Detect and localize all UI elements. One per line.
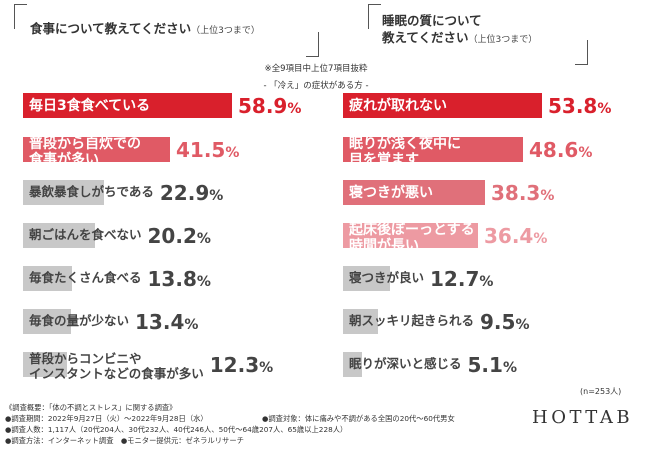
value-label-meals-5: 13.8%	[147, 267, 211, 291]
survey-period: ●調査期間：2022年9月27日（火）〜2022年9月28日（水）	[5, 414, 208, 423]
right-title-bracket-bottom	[575, 40, 588, 65]
value-label-meals-1: 58.9%	[238, 94, 302, 118]
chart-meals: 毎日3食食べている 58.9% 普段から自炊での 食事が多い 41.5% 暴飲暴食しがちで…	[0, 0, 325, 400]
bar-sleep-4	[343, 223, 478, 248]
right-question-line1: 睡眠の質について	[382, 13, 482, 28]
left-question-title: 食事について教えてください（上位3つまで）	[30, 20, 260, 40]
survey-overview: 《調査概要：「体の不調とストレス」に関する調査》	[5, 403, 177, 412]
sample-size: (n=253人)	[580, 387, 622, 396]
value-label-meals-6: 13.4%	[135, 310, 199, 334]
bar-sleep-6	[343, 309, 378, 334]
bar-meals-6	[23, 309, 71, 334]
chart-sleep: 疲れが取れない 53.8% 眠りが浅く夜中に 目を覚ます 48.6% 寝つきが悪い 38.3…	[343, 93, 612, 377]
value-label-meals-2: 41.5%	[176, 138, 240, 162]
bar-meals-2	[23, 137, 170, 162]
category-label-meals-1: 毎日3食食べている	[29, 98, 151, 114]
survey-method: ●調査方法：インターネット調査 ●モニター提供元：ゼネラルリサーチ	[5, 436, 244, 445]
bar-sleep-5	[343, 266, 390, 291]
bar-sleep-7	[343, 352, 362, 377]
category-label-meals-5: 毎食たくさん食べる	[29, 270, 142, 285]
value-label-sleep-6: 9.5%	[480, 310, 530, 334]
value-label-sleep-3: 38.3%	[491, 181, 555, 205]
survey-target: ●調査対象：体に痛みや不調がある全国の20代〜60代男女	[262, 414, 455, 423]
group-label: - 「冷え」の症状がある方 -	[263, 81, 369, 91]
value-label-meals-3: 22.9%	[159, 181, 224, 205]
category-label-sleep-1: 疲れが取れない	[349, 98, 447, 114]
bar-meals-1	[23, 93, 232, 118]
right-question-note: （上位3つまで）	[468, 35, 538, 45]
left-question-text: 食事について教えてください	[30, 21, 192, 36]
category-label-meals-3: 暴飲暴食しがちである	[29, 184, 154, 199]
subset-note: ※全9項目中上位7項目抜粋	[264, 64, 368, 74]
right-question-line2: 教えてください	[382, 30, 469, 45]
bar-sleep-3	[343, 180, 485, 205]
category-label-sleep-7: 眠りが深いと感じる	[349, 356, 462, 371]
value-label-meals-7: 12.3%	[209, 353, 274, 377]
value-label-sleep-5: 12.7%	[430, 267, 494, 291]
right-question-title: 睡眠の質について 教えてください（上位3つまで）	[382, 12, 537, 49]
survey-count: ●調査人数：1,117人（20代204人、30代232人、40代246人、50代…	[5, 425, 348, 434]
value-label-sleep-4: 36.4%	[484, 224, 548, 248]
left-title-bracket-top	[14, 4, 27, 29]
category-label-meals-6: 毎食の量が少ない	[29, 313, 130, 328]
right-title-bracket-top	[368, 4, 381, 29]
bar-sleep-1	[343, 93, 542, 118]
category-label-sleep-6: 朝スッキリ起きられる	[349, 313, 475, 328]
category-label-meals-2: 普段から自炊での 食事が多い	[29, 136, 141, 168]
category-label-meals-7: 普段からコンビニや インスタントなどの食事が多い	[29, 351, 204, 381]
category-label-sleep-5: 寝つきが良い	[349, 270, 425, 285]
left-question-note: （上位3つまで）	[191, 26, 260, 36]
brand-logo: HOTTAB	[532, 407, 634, 428]
bar-meals-5	[23, 266, 72, 291]
left-title-bracket-bottom	[306, 32, 319, 57]
bar-sleep-2	[343, 137, 523, 162]
value-label-sleep-2: 48.6%	[529, 138, 593, 162]
category-label-sleep-2: 眠りが浅く夜中に 目を覚ます	[349, 136, 461, 168]
category-label-sleep-3: 寝つきが悪い	[349, 185, 433, 201]
category-label-meals-4: 朝ごはんを食べない	[29, 227, 142, 242]
value-label-meals-4: 20.2%	[147, 224, 211, 248]
bar-meals-4	[23, 223, 95, 248]
bar-meals-7	[23, 352, 67, 377]
category-label-sleep-4: 起床後ぼーっとする 時間が長い	[349, 222, 475, 254]
bar-meals-3	[23, 180, 104, 205]
value-label-sleep-7: 5.1%	[467, 353, 517, 377]
value-label-sleep-1: 53.8%	[548, 94, 612, 118]
